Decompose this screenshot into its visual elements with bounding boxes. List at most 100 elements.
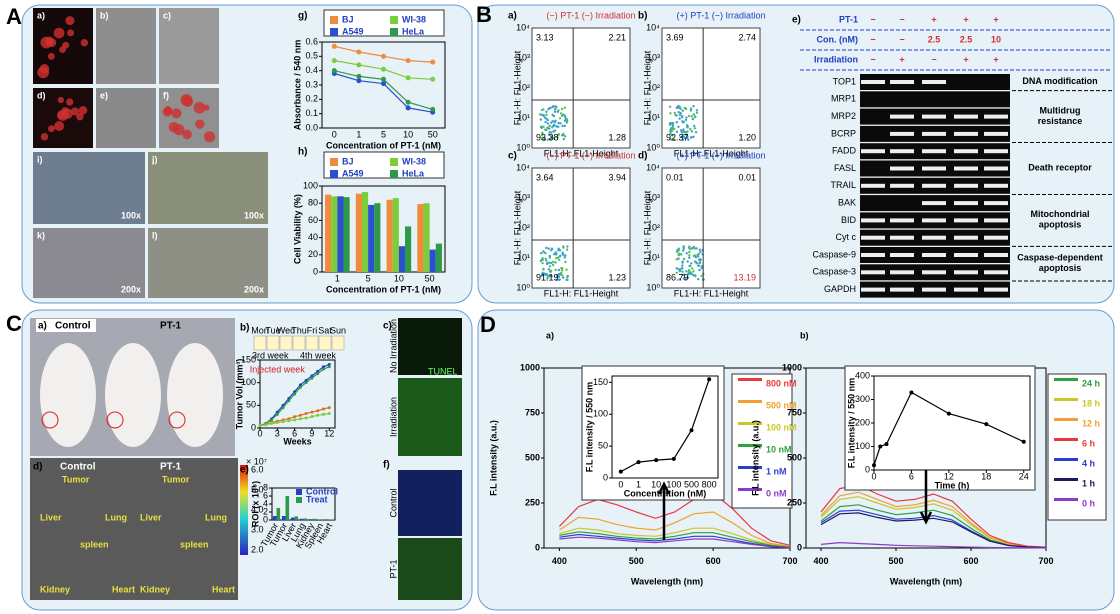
band — [954, 218, 978, 223]
axis-tick: 10¹ — [517, 252, 530, 262]
group-name: Mitochondrial apoptosis — [1031, 210, 1090, 230]
legend-swatch — [390, 16, 398, 24]
event-dot — [547, 133, 551, 136]
organ-label: Heart — [212, 584, 235, 594]
x-tick-label: 12 — [324, 429, 334, 439]
event-dot — [687, 138, 690, 141]
y-tick-label: 100 — [855, 441, 870, 451]
event-dot — [544, 120, 547, 124]
event-dot — [559, 112, 563, 115]
event-dot — [557, 278, 560, 282]
event-dot — [539, 118, 543, 121]
point — [316, 409, 320, 413]
legend-label: Control — [306, 486, 338, 496]
mouse — [40, 343, 96, 447]
gene-name: TOP1 — [833, 76, 856, 86]
band — [984, 114, 1008, 119]
gene-name: GAPDH — [824, 284, 856, 294]
event-dot — [542, 114, 545, 118]
event-dot — [675, 114, 678, 117]
event-dot — [682, 245, 685, 248]
band — [954, 149, 978, 154]
axis-tick: 10⁴ — [516, 22, 530, 32]
legend-label: 0 nM — [766, 488, 787, 498]
event-dot — [693, 127, 697, 130]
legend-swatch — [1054, 398, 1078, 401]
event-dot — [562, 246, 565, 249]
event-dot — [540, 113, 543, 116]
event-dot — [673, 111, 676, 115]
series-line — [559, 536, 791, 549]
event-dot — [556, 273, 559, 277]
x-axis-label: Time (h) — [935, 480, 970, 490]
legend-swatch — [738, 466, 762, 469]
quadrant-value: 3.64 — [536, 172, 554, 182]
axis-tick: 10² — [647, 222, 660, 232]
point — [405, 105, 411, 111]
image-label: k) — [37, 230, 45, 240]
gene-name: Cyt c — [835, 232, 856, 242]
quadrant-value: 3.69 — [666, 32, 684, 42]
event-dot — [685, 252, 688, 255]
organ-label: Tumor — [162, 474, 190, 484]
micrograph — [148, 152, 268, 224]
point — [264, 423, 268, 427]
band — [954, 183, 978, 188]
band — [861, 253, 885, 257]
event-dot — [563, 124, 567, 128]
micrograph — [33, 152, 145, 224]
event-dot — [678, 270, 682, 273]
x-tick-label: 0 — [257, 429, 262, 439]
event-dot — [692, 113, 695, 116]
y-tick-label: 0 — [797, 542, 802, 552]
event-dot — [689, 109, 693, 112]
series-line — [820, 541, 1046, 549]
event-dot — [686, 125, 689, 128]
x-tick-label: 600 — [963, 556, 978, 566]
cell — [54, 121, 65, 131]
axis-tick: 10⁴ — [646, 22, 660, 32]
event-dot — [547, 261, 551, 264]
legend-swatch — [330, 28, 338, 36]
event-dot — [547, 274, 550, 277]
legend-swatch — [330, 170, 338, 178]
bar — [331, 196, 338, 272]
event-dot — [682, 128, 685, 131]
event-dot — [549, 269, 553, 272]
cell — [76, 113, 84, 121]
scale-tick: 2.0 — [251, 544, 264, 554]
series-line — [820, 491, 1047, 548]
event-dot — [561, 276, 565, 279]
image-label: i) — [37, 154, 43, 164]
y-tick-label: 250 — [525, 497, 540, 507]
event-dot — [691, 267, 694, 270]
band — [984, 270, 1008, 275]
point — [946, 411, 951, 416]
event-dot — [686, 130, 689, 133]
event-dot — [557, 275, 561, 278]
band — [954, 131, 978, 136]
point — [430, 76, 436, 82]
point — [405, 75, 411, 81]
band — [954, 270, 978, 275]
point — [293, 415, 297, 419]
point — [884, 442, 889, 447]
bar — [285, 496, 290, 520]
cell — [182, 96, 194, 107]
micrograph — [398, 318, 462, 375]
event-dot — [554, 253, 558, 256]
event-dot — [699, 250, 702, 254]
event-dot — [687, 270, 691, 274]
day: Sat — [318, 325, 332, 335]
band — [922, 235, 946, 240]
calendar-cell — [305, 335, 319, 351]
axis-label: FL1-H: FL1-Height — [674, 288, 749, 298]
event-dot — [688, 254, 691, 257]
point — [270, 418, 274, 422]
organ-label: spleen — [180, 539, 209, 549]
day: Thu — [291, 325, 307, 335]
event-dot — [681, 264, 684, 267]
band — [922, 270, 946, 275]
event-dot — [686, 260, 689, 263]
sub-label: c) — [383, 321, 392, 332]
